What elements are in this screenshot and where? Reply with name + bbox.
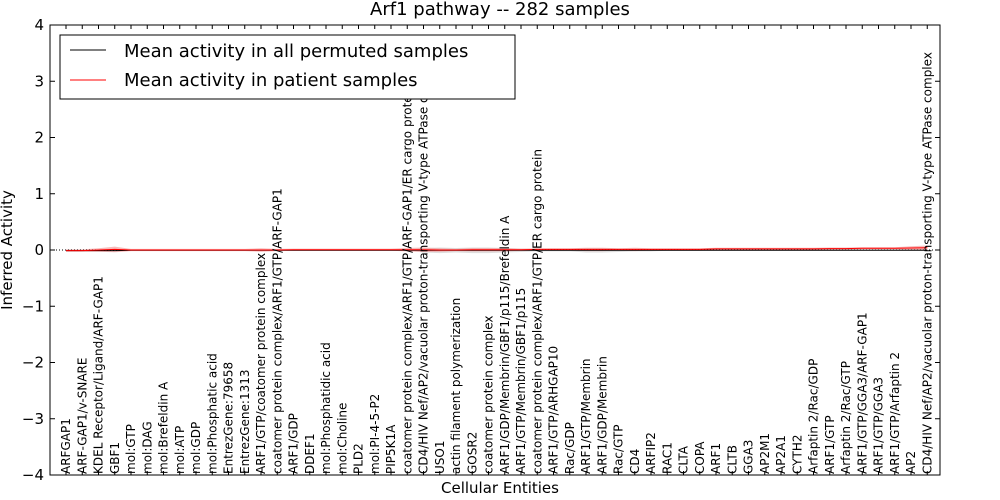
x-tick-label: actin filament polymerization: [449, 298, 463, 474]
x-tick-label: ARF1/GTP/Membrin: [579, 358, 593, 474]
x-tick-label: coatomer protein complex/ARF1/GTP/ARF-GA…: [400, 84, 414, 474]
x-tick-labels: ARFGAP1 ARF-GAP1/v-SNARE KDEL Receptor/Lig…: [59, 25, 934, 475]
x-tick-label: coatomer protein complex/ARF1/GTP/ARF-GA…: [270, 188, 284, 474]
x-tick-label: mol:Phosphatidic acid: [319, 342, 333, 474]
x-tick-label: mol:Phosphatic acid: [205, 353, 219, 474]
x-tick-label: RAC1: [660, 442, 674, 474]
x-tick-label: mol:Choline: [335, 403, 349, 474]
x-tick-label: CLTB: [725, 445, 739, 474]
x-tick-label: mol:PI-4-5-P2: [368, 394, 382, 474]
x-tick-label: PLD2: [352, 443, 366, 474]
x-tick-label: DDEF1: [303, 433, 317, 474]
x-tick-label: ARF1/GTP/GGA3/ARF-GAP1: [855, 312, 869, 474]
y-tick-label: 1: [34, 185, 44, 203]
legend-box: [59, 34, 516, 100]
x-tick-label: ARF1/GTP/GGA3: [872, 377, 886, 474]
x-axis-label: Cellular Entities: [441, 479, 559, 497]
y-tick-label: −1: [22, 297, 44, 315]
y-tick-label: −2: [22, 354, 44, 372]
series-line-patient: [66, 247, 928, 252]
y-axis-label: Inferred Activity: [0, 190, 16, 310]
x-tick-label: AP2: [904, 451, 918, 474]
x-tick-label: CD4/HIV Nef/AP2/vacuolar proton-transpor…: [920, 52, 934, 474]
x-tick-label: CD4/HIV Nef/AP2/vacuolar proton-transpor…: [417, 52, 431, 474]
x-tick-label: CD4: [628, 449, 642, 474]
y-tick-label: 3: [34, 72, 44, 90]
x-tick-label: Rac/GTP: [612, 424, 626, 474]
x-tick-label: ARF-GAP1/v-SNARE: [75, 358, 89, 474]
x-tick-label: EntrezGene:79658: [222, 362, 236, 474]
x-tick-label: ARF1/GDP/Membrin: [595, 356, 609, 474]
x-tick-label: USO1: [433, 441, 447, 474]
x-tick-label: COPA: [693, 441, 707, 474]
x-tick-label: mol:GDP: [189, 422, 203, 474]
x-tick-label: GOSR2: [465, 432, 479, 474]
x-tick-label: coatomer protein complex: [482, 316, 496, 474]
x-tick-label: mol:Brefeldin A: [157, 381, 171, 474]
x-tick-label: ARF1/GTP/Arfaptin 2: [888, 352, 902, 474]
x-tick-label: GGA3: [742, 440, 756, 474]
x-tick-label: ARFGAP1: [59, 418, 73, 474]
x-tick-label: mol:GTP: [124, 424, 138, 474]
x-tick-label: AP2A1: [774, 435, 788, 474]
x-tick-label: Rac/GDP: [563, 422, 577, 474]
x-tick-label: EntrezGene:1313: [238, 370, 252, 475]
plot-frame: [49, 24, 941, 476]
x-tick-label: Arfaptin 2/Rac/GDP: [807, 359, 821, 474]
x-tick-label: mol:DAG: [140, 421, 154, 474]
x-tick-label: ARF1/GTP/coatomer protein complex: [254, 253, 268, 474]
chart-title: Arf1 pathway -- 282 samples: [370, 0, 630, 20]
x-tick-label: KDEL Receptor/Ligand/ARF-GAP1: [92, 276, 106, 474]
y-tick-label: 2: [34, 129, 44, 147]
x-tick-label: ARF1/GDP: [287, 413, 301, 474]
x-tick-label: ARF1/GTP/ARHGAP10: [547, 346, 561, 474]
y-tick-label: −3: [22, 410, 44, 428]
x-tick-label: PIP5K1A: [384, 424, 398, 474]
legend: Mean activity in all permuted samples Me…: [59, 34, 516, 100]
y-axis: −4 −3 −2 −1 0 1 2 3 4: [22, 16, 940, 484]
x-tick-label: ARF1/GTP/Membrin/GBF1/p115: [514, 288, 528, 474]
x-tick-label: CLTA: [677, 445, 691, 474]
x-tick-label: ARF1/GTP: [823, 415, 837, 474]
x-tick-label: GBF1: [108, 442, 122, 474]
legend-label-patient: Mean activity in patient samples: [124, 70, 418, 91]
x-tick-label: Arfaptin 2/Rac/GTP: [839, 361, 853, 474]
x-tick-label: CYTH2: [790, 435, 804, 475]
x-tick-label: ARF1: [709, 443, 723, 474]
x-tick-label: mol:ATP: [173, 426, 187, 474]
y-tick-label: −4: [22, 466, 44, 484]
x-tick-label: AP2M1: [758, 433, 772, 474]
legend-label-permuted: Mean activity in all permuted samples: [124, 41, 468, 62]
x-tick-label: ARFIP2: [644, 432, 658, 474]
x-tick-label: ARF1/GDP/Membrin/GBF1/p115/Brefeldin A: [498, 215, 512, 474]
x-tick-label: coatomer protein complex/ARF1/GTP/ER car…: [530, 149, 544, 474]
y-tick-label: 4: [34, 16, 44, 34]
y-tick-label: 0: [34, 241, 44, 259]
series-lines: [66, 247, 928, 252]
